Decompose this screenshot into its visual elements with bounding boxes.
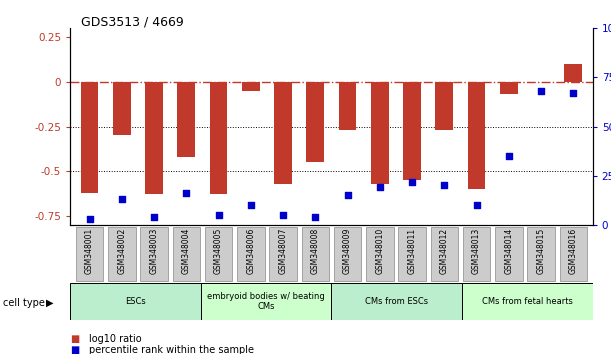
FancyBboxPatch shape: [331, 283, 462, 320]
Point: [407, 179, 417, 184]
Point: [149, 214, 159, 220]
Bar: [436, 82, 453, 130]
FancyBboxPatch shape: [173, 227, 200, 281]
Bar: [403, 82, 421, 180]
Bar: [307, 82, 324, 162]
Text: GSM348016: GSM348016: [569, 228, 578, 274]
FancyBboxPatch shape: [76, 227, 103, 281]
Text: GDS3513 / 4669: GDS3513 / 4669: [81, 15, 183, 28]
Text: GSM348010: GSM348010: [375, 228, 384, 274]
Bar: [145, 82, 163, 194]
Bar: [565, 64, 582, 82]
Bar: [371, 82, 389, 184]
Text: CMs from ESCs: CMs from ESCs: [365, 297, 428, 306]
FancyBboxPatch shape: [269, 227, 297, 281]
FancyBboxPatch shape: [527, 227, 555, 281]
Point: [117, 196, 126, 202]
Bar: [177, 82, 196, 157]
FancyBboxPatch shape: [201, 283, 331, 320]
FancyBboxPatch shape: [463, 227, 490, 281]
FancyBboxPatch shape: [70, 283, 201, 320]
FancyBboxPatch shape: [366, 227, 393, 281]
FancyBboxPatch shape: [302, 227, 329, 281]
Text: GSM348003: GSM348003: [150, 228, 159, 274]
FancyBboxPatch shape: [334, 227, 361, 281]
Point: [246, 202, 256, 208]
Bar: [467, 82, 486, 189]
Text: GSM348002: GSM348002: [117, 228, 126, 274]
Point: [343, 193, 353, 198]
Text: GSM348009: GSM348009: [343, 228, 352, 274]
FancyBboxPatch shape: [141, 227, 168, 281]
FancyBboxPatch shape: [398, 227, 426, 281]
Bar: [338, 82, 356, 130]
Text: ▶: ▶: [46, 298, 54, 308]
Text: GSM348004: GSM348004: [182, 228, 191, 274]
Bar: [113, 82, 131, 136]
Point: [439, 183, 449, 188]
Point: [568, 90, 578, 96]
Text: ■: ■: [70, 334, 79, 344]
Text: CMs from fetal hearts: CMs from fetal hearts: [482, 297, 573, 306]
Text: GSM348014: GSM348014: [504, 228, 513, 274]
Point: [504, 153, 514, 159]
Text: GSM348008: GSM348008: [311, 228, 320, 274]
FancyBboxPatch shape: [237, 227, 265, 281]
Text: GSM348013: GSM348013: [472, 228, 481, 274]
FancyBboxPatch shape: [495, 227, 522, 281]
Point: [85, 216, 95, 222]
Point: [472, 202, 481, 208]
Text: ESCs: ESCs: [125, 297, 146, 306]
Text: GSM348012: GSM348012: [440, 228, 449, 274]
Bar: [242, 82, 260, 91]
Text: GSM348006: GSM348006: [246, 228, 255, 274]
FancyBboxPatch shape: [108, 227, 136, 281]
Text: GSM348005: GSM348005: [214, 228, 223, 274]
Bar: [274, 82, 292, 184]
Text: GSM348015: GSM348015: [536, 228, 546, 274]
Point: [278, 212, 288, 218]
Point: [375, 185, 385, 190]
FancyBboxPatch shape: [205, 227, 232, 281]
Text: ■: ■: [70, 346, 79, 354]
FancyBboxPatch shape: [560, 227, 587, 281]
Point: [181, 190, 191, 196]
FancyBboxPatch shape: [462, 283, 593, 320]
Text: GSM348011: GSM348011: [408, 228, 417, 274]
Text: GSM348001: GSM348001: [85, 228, 94, 274]
Point: [536, 88, 546, 94]
Bar: [500, 82, 518, 95]
Text: log10 ratio: log10 ratio: [89, 334, 141, 344]
Point: [310, 214, 320, 220]
Bar: [210, 82, 227, 194]
Text: embryoid bodies w/ beating
CMs: embryoid bodies w/ beating CMs: [207, 292, 325, 312]
Point: [214, 212, 224, 218]
Text: cell type: cell type: [3, 298, 45, 308]
FancyBboxPatch shape: [431, 227, 458, 281]
Text: percentile rank within the sample: percentile rank within the sample: [89, 346, 254, 354]
Bar: [81, 82, 98, 193]
Text: GSM348007: GSM348007: [279, 228, 288, 274]
